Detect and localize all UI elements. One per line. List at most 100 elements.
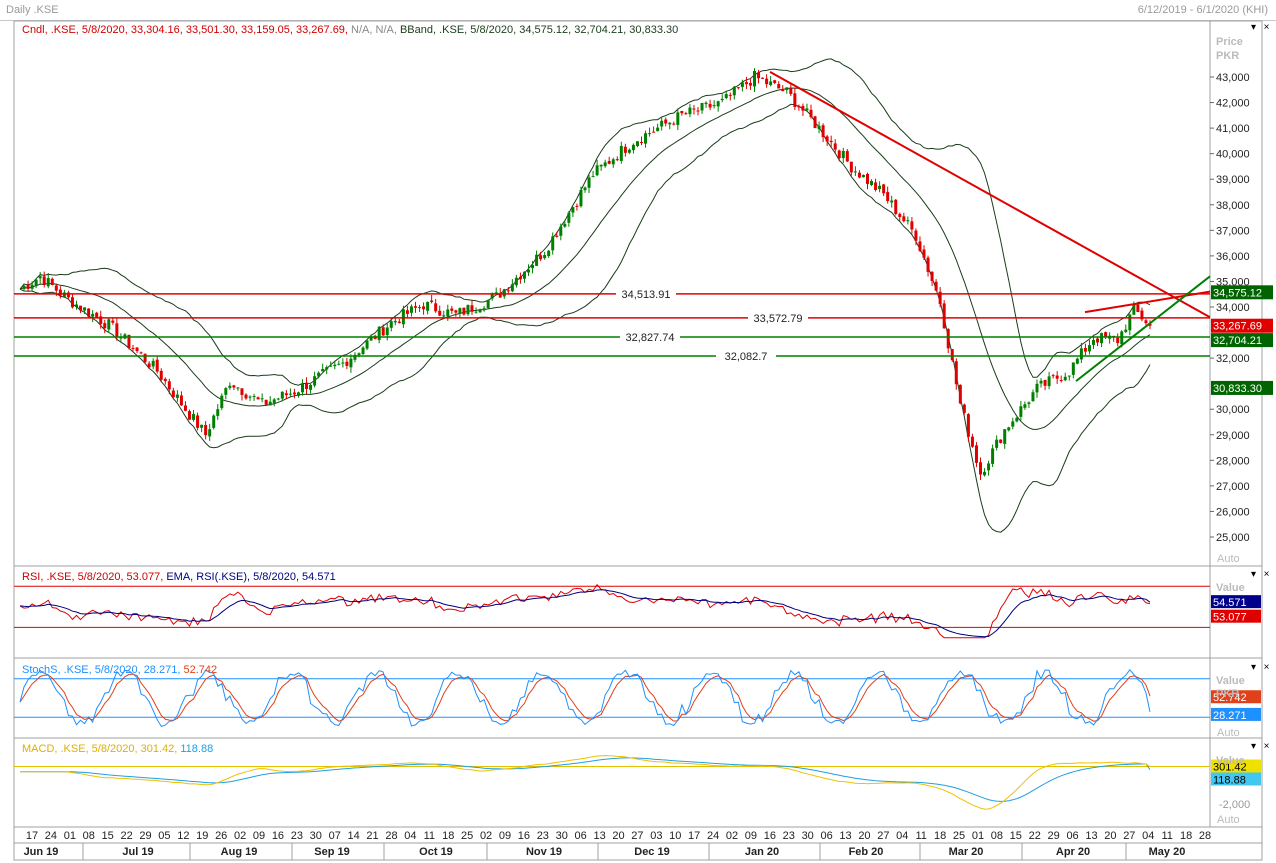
candle-body xyxy=(983,471,987,476)
candle-body xyxy=(103,323,107,329)
candle-body xyxy=(837,150,841,159)
stoch-k-tag-label: 28.271 xyxy=(1213,710,1247,722)
candle-body xyxy=(1023,404,1027,408)
candle-body xyxy=(95,312,99,318)
x-month-label: Feb 20 xyxy=(849,846,884,858)
candle-body xyxy=(716,101,720,107)
candle-body xyxy=(849,161,853,173)
x-month-label: Aug 19 xyxy=(221,846,258,858)
candle-body xyxy=(958,384,962,404)
candle-body xyxy=(635,141,639,146)
x-day-tick: 15 xyxy=(1010,830,1022,842)
price-value-tag xyxy=(1211,333,1273,348)
candle-body xyxy=(1031,392,1035,402)
candle-body xyxy=(761,77,765,79)
x-day-tick: 13 xyxy=(839,830,851,842)
candle-body xyxy=(341,362,345,364)
candle-body xyxy=(599,164,603,167)
candle-body xyxy=(882,184,886,194)
candle-body xyxy=(1148,323,1152,326)
x-day-tick: 30 xyxy=(556,830,568,842)
x-day-tick: 09 xyxy=(745,830,757,842)
candle-body xyxy=(474,311,478,313)
candle-body xyxy=(644,133,648,144)
candle-body xyxy=(216,409,220,416)
candle-body xyxy=(991,448,995,464)
candle-body xyxy=(623,146,627,153)
candle-body xyxy=(1079,348,1083,360)
price-value-tag xyxy=(1211,380,1273,395)
price-pane-close-icon[interactable]: × xyxy=(1263,22,1270,33)
x-month-label: Mar 20 xyxy=(949,846,984,858)
candle-body xyxy=(38,276,42,279)
candle-body xyxy=(83,307,87,311)
macd-auto-label[interactable]: Auto xyxy=(1217,814,1240,826)
x-day-tick: 22 xyxy=(120,830,132,842)
candle-body xyxy=(833,143,837,150)
candle-body xyxy=(353,354,357,360)
candle-body xyxy=(680,110,684,114)
price-pane-menu-icon[interactable]: ▾ xyxy=(1250,22,1257,33)
candle-body xyxy=(224,388,228,395)
candle-body xyxy=(1116,337,1120,344)
x-day-tick: 25 xyxy=(461,830,473,842)
x-day-tick: 20 xyxy=(1104,830,1116,842)
candle-body xyxy=(167,381,171,390)
stoch-pane-menu-icon[interactable]: ▾ xyxy=(1250,662,1257,673)
price-tick-label: 37,000 xyxy=(1216,225,1250,237)
stoch-d-tag xyxy=(1211,690,1261,704)
candle-body xyxy=(321,368,325,372)
candle-body xyxy=(317,372,321,377)
candle-body xyxy=(357,353,361,356)
level-label-bg xyxy=(620,329,680,343)
candle-body xyxy=(866,173,869,184)
rsi-legend-ema: EMA, RSI(.KSE), 5/8/2020, 54.571 xyxy=(166,571,336,583)
candle-body xyxy=(466,305,470,315)
na-legend: N/A, N/A, xyxy=(351,24,400,36)
candle-body xyxy=(1124,329,1128,333)
candle-body xyxy=(135,347,139,352)
rsi-pane-close-icon[interactable]: × xyxy=(1263,569,1270,580)
candle-body xyxy=(813,116,817,129)
candle-legend: Cndl, .KSE, 5/8/2020, 33,304.16, 33,501.… xyxy=(22,24,352,36)
candle-body xyxy=(979,462,982,475)
macd-pane-close-icon[interactable]: × xyxy=(1263,741,1270,752)
x-day-tick: 13 xyxy=(593,830,605,842)
x-day-tick: 08 xyxy=(991,830,1003,842)
price-auto-label[interactable]: Auto xyxy=(1217,553,1240,565)
candle-body xyxy=(361,347,365,354)
rsi-ema-tag xyxy=(1211,595,1261,609)
candle-body xyxy=(393,320,397,323)
candle-body xyxy=(966,414,970,437)
candle-body xyxy=(62,292,66,297)
candle-body xyxy=(1043,379,1047,386)
rsi-axis-title: Value xyxy=(1216,582,1245,594)
candle-body xyxy=(434,303,438,312)
x-day-tick: 14 xyxy=(348,830,360,842)
candle-body xyxy=(115,323,119,338)
rsi-pane-menu-icon[interactable]: ▾ xyxy=(1250,569,1257,580)
macd-pane-menu-icon[interactable]: ▾ xyxy=(1250,741,1257,752)
candle-body xyxy=(70,297,74,308)
x-day-tick: 06 xyxy=(820,830,832,842)
candle-body xyxy=(688,107,692,115)
stoch-pane-close-icon[interactable]: × xyxy=(1263,662,1270,673)
price-axis-unit: PKR xyxy=(1216,50,1240,62)
candle-body xyxy=(1035,383,1039,393)
candle-body xyxy=(874,182,878,191)
x-day-tick: 15 xyxy=(102,830,114,842)
stoch-auto-label[interactable]: Auto xyxy=(1217,727,1240,739)
candle-body xyxy=(902,216,906,222)
x-day-tick: 23 xyxy=(537,830,549,842)
candle-body xyxy=(781,88,785,92)
candle-body xyxy=(712,105,716,107)
candle-body xyxy=(886,192,890,202)
x-day-tick: 01 xyxy=(64,830,76,842)
candle-body xyxy=(724,94,728,99)
candle-body xyxy=(454,310,458,313)
candle-body xyxy=(26,284,30,289)
candle-body xyxy=(179,395,183,406)
candle-body xyxy=(914,230,918,241)
candle-body xyxy=(409,306,413,313)
